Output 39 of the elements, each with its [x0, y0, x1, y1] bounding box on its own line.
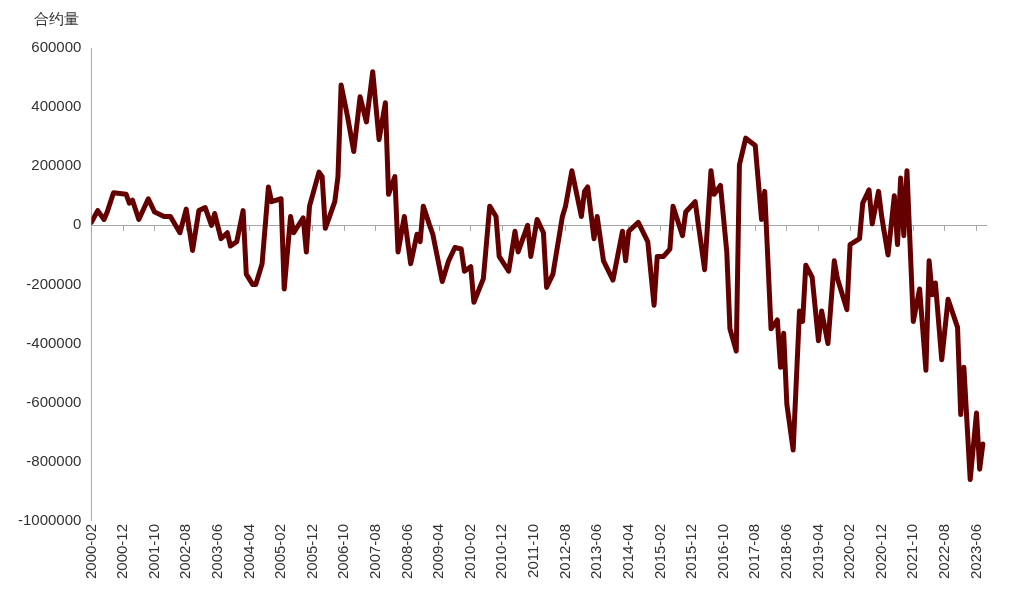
y-axis-title: 合约量	[34, 10, 79, 29]
x-tick-label: 2008-06	[397, 523, 415, 580]
x-tick-label: 2007-08	[366, 523, 384, 580]
x-tick-label: 2019-04	[808, 523, 826, 580]
x-tick-label: 2016-10	[713, 523, 731, 580]
y-tick-label: -600000	[26, 392, 82, 410]
x-tick-label: 2015-12	[682, 523, 700, 580]
x-tick-label: 2021-10	[903, 523, 921, 580]
x-tick-label: 2006-10	[334, 523, 352, 580]
x-tick-label: 2020-12	[871, 523, 889, 580]
x-tick-label: 2022-08	[935, 523, 953, 580]
x-tick-label: 2018-06	[776, 523, 794, 580]
x-tick-label: 2017-08	[745, 523, 763, 580]
y-tick-label: 400000	[31, 97, 82, 115]
y-tick-label: -200000	[26, 274, 82, 292]
x-tick-label: 2010-02	[460, 523, 478, 580]
x-tick-label: 2001-10	[144, 523, 162, 580]
y-tick-label: -1000000	[17, 511, 82, 529]
x-tick-label: 2014-04	[618, 523, 636, 580]
x-tick-label: 2013-06	[587, 523, 605, 580]
x-tick-label: 2005-02	[271, 523, 289, 580]
x-tick-label: 2012-08	[555, 523, 573, 580]
x-tick-label: 2023-06	[966, 523, 984, 580]
x-tick-label: 2002-08	[176, 523, 194, 580]
x-tick-label: 2010-12	[492, 523, 510, 580]
y-tick-label: 200000	[31, 156, 82, 174]
x-tick-label: 2009-04	[429, 523, 447, 580]
x-tick-label: 2004-04	[239, 523, 257, 580]
y-tick-label: 0	[73, 215, 82, 233]
x-tick-label: 2000-02	[81, 523, 99, 580]
y-tick-label: -400000	[26, 333, 82, 351]
x-tick-label: 2020-02	[840, 523, 858, 580]
x-tick-label: 2015-02	[650, 523, 668, 580]
x-tick-label: 2005-12	[302, 523, 320, 580]
y-tick-label: 600000	[31, 38, 82, 56]
x-tick-label: 2011-10	[524, 523, 542, 578]
x-tick-label: 2003-06	[207, 523, 225, 580]
x-tick-label: 2000-12	[113, 523, 131, 580]
y-tick-label: -800000	[26, 451, 82, 469]
